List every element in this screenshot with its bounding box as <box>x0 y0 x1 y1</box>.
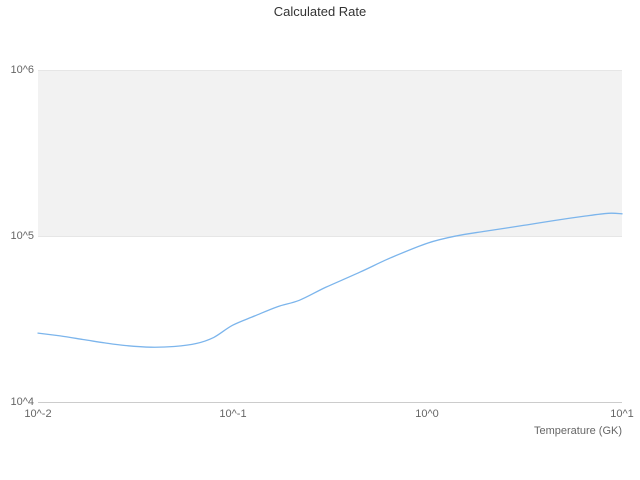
series-line <box>37 212 623 348</box>
plot-band <box>38 70 622 236</box>
x-tick-label-1e0: 10^0 <box>415 408 439 420</box>
y-tick-label-1e5: 10^5 <box>10 230 34 242</box>
x-tick-label-1e-1: 10^-1 <box>219 408 247 420</box>
x-tick-label-1e-2: 10^-2 <box>24 408 52 420</box>
x-tick-label-1e1: 10^1 <box>610 408 634 420</box>
chart-title: Calculated Rate <box>273 4 367 19</box>
y-tick-label-1e4: 10^4 <box>10 396 34 408</box>
y-tick-label-1e6: 10^6 <box>10 64 34 76</box>
x-axis-title: Temperature (GK) <box>533 425 622 437</box>
